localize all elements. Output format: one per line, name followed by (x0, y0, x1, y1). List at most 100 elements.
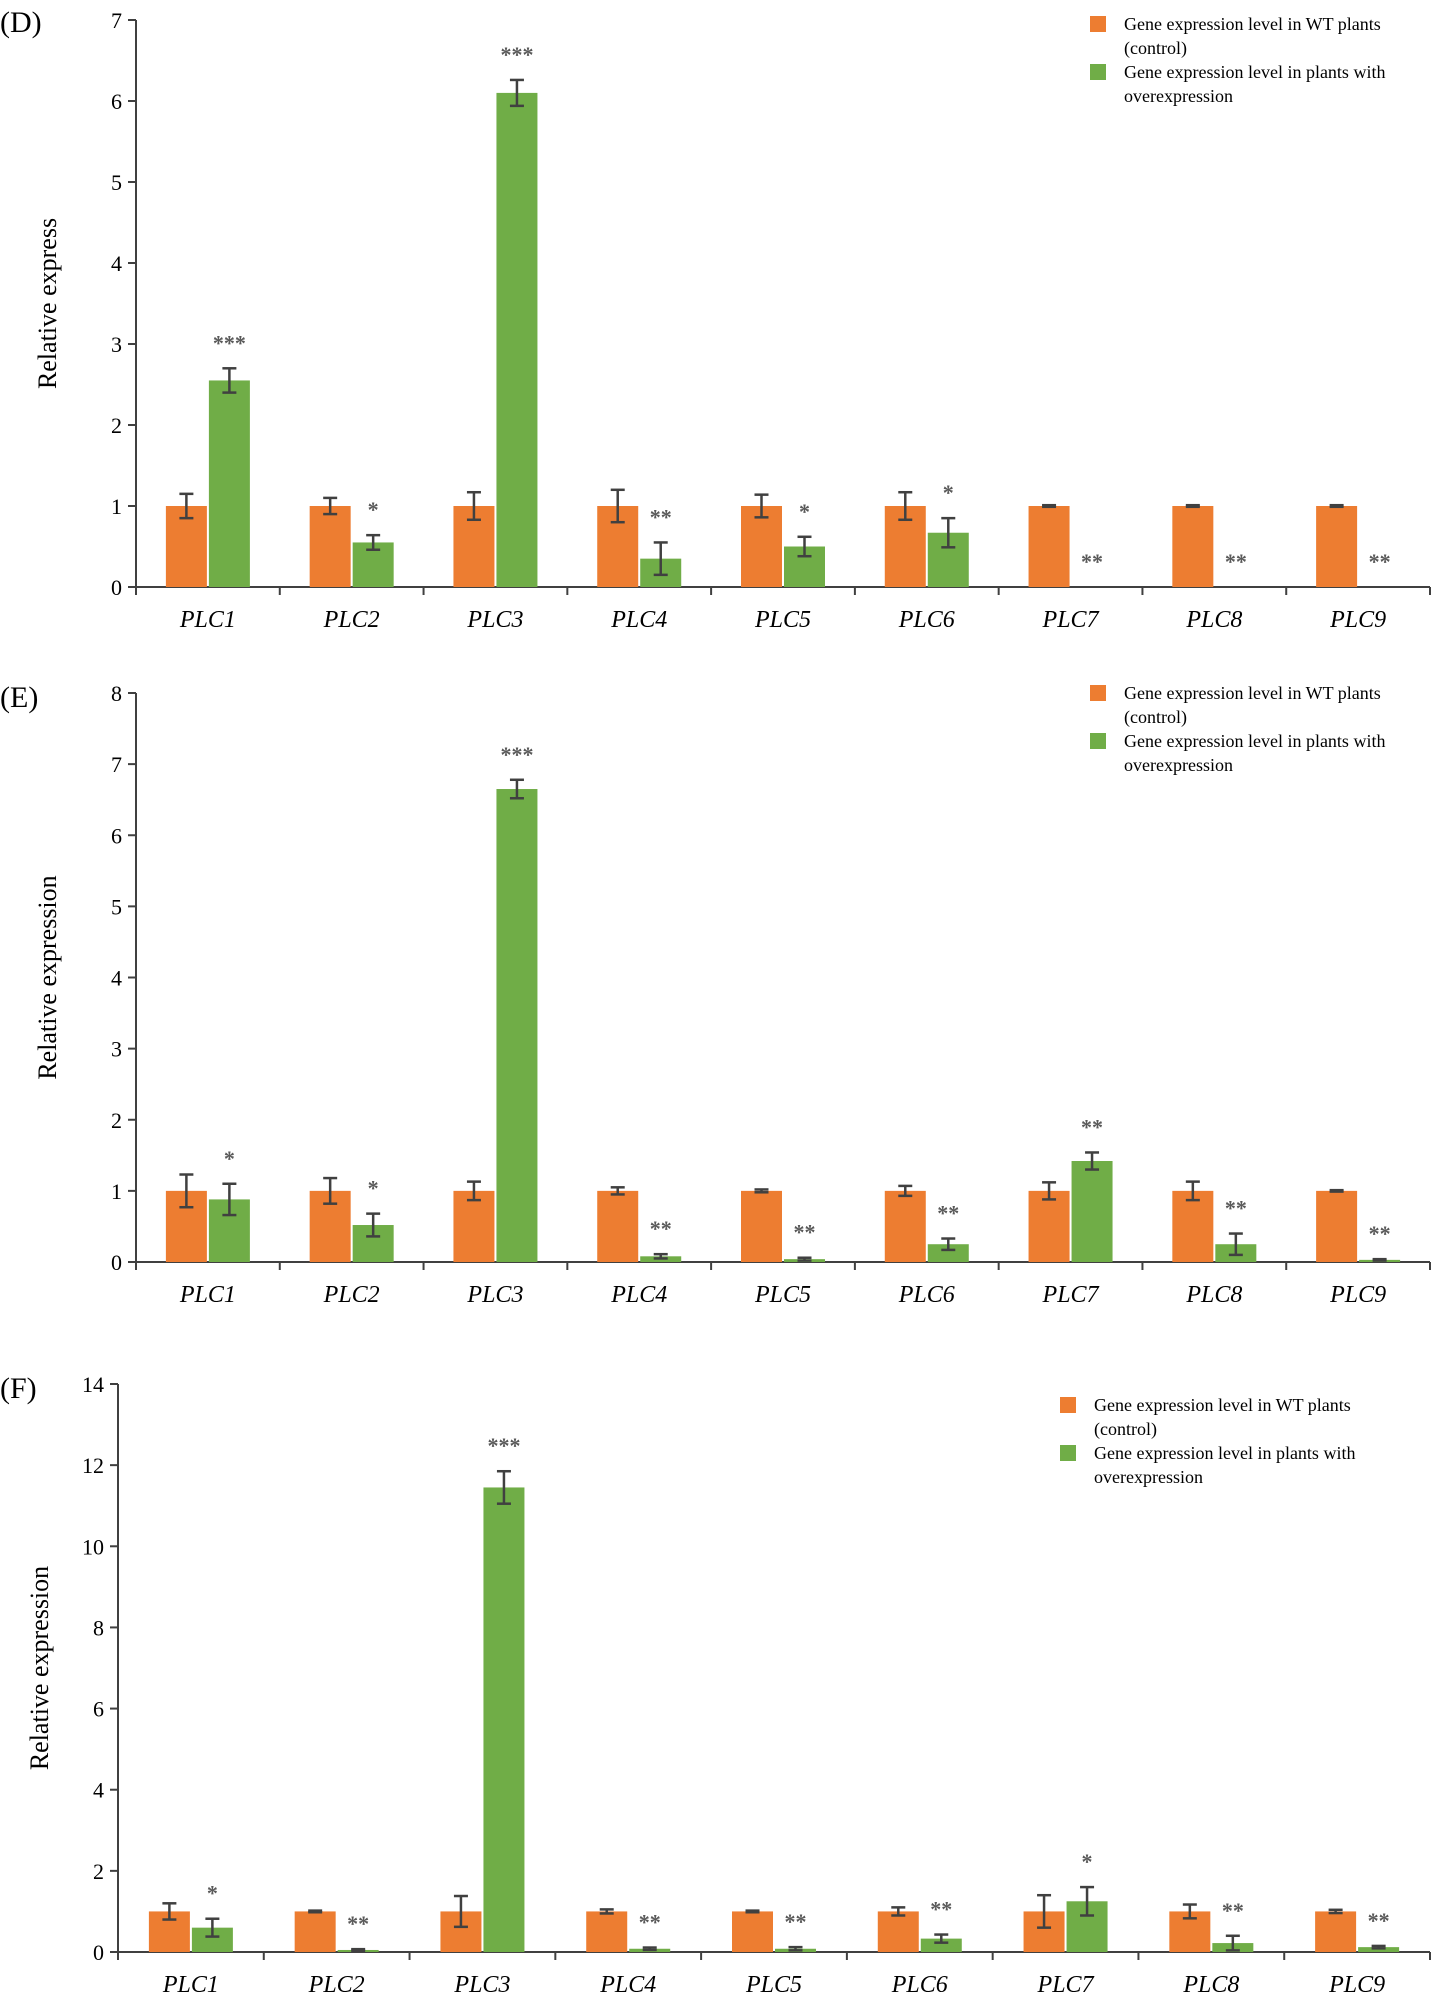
legend-label: Gene expression level in WT plants (1124, 683, 1381, 703)
legend-swatch (1090, 685, 1106, 701)
significance-marker: ** (1369, 1221, 1391, 1246)
x-tick-label: PLC5 (754, 1282, 811, 1308)
significance-marker: ** (650, 504, 672, 529)
significance-marker: * (224, 1146, 235, 1171)
x-tick-label: PLC3 (453, 1972, 510, 1994)
significance-marker: * (799, 499, 810, 524)
y-tick-label: 6 (111, 89, 122, 114)
x-tick-label: PLC9 (1328, 1972, 1385, 1994)
significance-marker: ** (1369, 549, 1391, 574)
y-tick-label: 5 (111, 894, 122, 919)
legend-swatch (1090, 16, 1106, 32)
bar-overexpression-plc3 (496, 789, 538, 1262)
y-tick-label: 4 (111, 251, 122, 276)
x-tick-label: PLC6 (898, 607, 955, 633)
significance-marker: ** (1081, 1114, 1103, 1139)
significance-marker: ** (1225, 1196, 1247, 1221)
x-tick-label: PLC6 (898, 1282, 955, 1308)
bar-control-plc9 (1316, 506, 1358, 587)
bar-control-plc5 (732, 1911, 773, 1952)
y-tick-label: 2 (111, 1108, 122, 1133)
y-tick-label: 4 (111, 966, 122, 991)
y-axis-label: Relative expression (33, 875, 62, 1079)
x-tick-label: PLC8 (1185, 1282, 1242, 1308)
significance-marker: *** (500, 42, 533, 67)
panel-label: (D) (0, 6, 42, 39)
y-tick-label: 1 (111, 494, 122, 519)
bar-control-plc1 (165, 506, 207, 587)
significance-marker: *** (487, 1433, 520, 1458)
y-tick-label: 7 (111, 752, 122, 777)
significance-marker: ** (1368, 1908, 1390, 1933)
legend-label: Gene expression level in plants with (1094, 1443, 1355, 1463)
bar-overexpression-plc1 (208, 380, 250, 587)
bar-control-plc7 (1028, 506, 1070, 587)
y-tick-label: 8 (111, 681, 122, 706)
y-axis-label: Relative expression (25, 1566, 54, 1770)
bar-control-plc3 (453, 1190, 495, 1262)
legend-label: overexpression (1124, 86, 1233, 106)
legend-label: Gene expression level in plants with (1124, 62, 1385, 82)
bar-control-plc6 (884, 1190, 926, 1262)
panel-label: (F) (0, 1372, 37, 1405)
x-tick-label: PLC1 (179, 607, 236, 633)
significance-marker: ** (1225, 549, 1247, 574)
legend-label: (control) (1124, 38, 1187, 59)
x-tick-label: PLC5 (745, 1972, 802, 1994)
legend-swatch (1060, 1445, 1076, 1461)
bar-control-plc9 (1315, 1911, 1357, 1952)
x-tick-label: PLC6 (891, 1972, 948, 1994)
bar-control-plc8 (1172, 1190, 1214, 1262)
x-tick-label: PLC4 (610, 1282, 667, 1308)
x-tick-label: PLC1 (179, 1282, 236, 1308)
bar-control-plc8 (1172, 506, 1214, 587)
y-tick-label: 4 (93, 1778, 104, 1803)
y-tick-label: 0 (93, 1940, 104, 1965)
legend-label: overexpression (1124, 755, 1233, 775)
bar-control-plc4 (597, 1190, 639, 1262)
bar-control-plc4 (586, 1911, 628, 1952)
significance-marker: * (368, 1176, 379, 1201)
bar-control-plc5 (741, 1190, 782, 1262)
y-axis-label: Relative express (33, 218, 62, 389)
significance-marker: * (943, 480, 954, 505)
bar-overexpression-plc7 (1071, 1161, 1113, 1262)
significance-marker: ** (650, 1216, 672, 1241)
significance-marker: ** (1081, 549, 1103, 574)
legend-label: Gene expression level in WT plants (1124, 14, 1381, 34)
x-tick-label: PLC3 (466, 607, 523, 633)
x-tick-label: PLC2 (323, 1282, 380, 1308)
significance-marker: ** (1222, 1898, 1244, 1923)
significance-marker: ** (639, 1910, 661, 1935)
bar-overexpression-plc6 (927, 1244, 969, 1262)
y-tick-label: 6 (93, 1697, 104, 1722)
x-tick-label: PLC2 (323, 607, 380, 633)
y-tick-label: 3 (111, 332, 122, 357)
y-tick-label: 8 (93, 1615, 104, 1640)
legend-label: (control) (1094, 1419, 1157, 1440)
x-tick-label: PLC1 (162, 1972, 219, 1994)
significance-marker: * (207, 1881, 218, 1906)
bar-control-plc2 (309, 506, 351, 587)
bar-overexpression-plc3 (496, 92, 538, 588)
legend-swatch (1090, 64, 1106, 80)
x-tick-label: PLC7 (1037, 1972, 1095, 1994)
bar-control-plc2 (294, 1911, 336, 1952)
y-tick-label: 7 (111, 8, 122, 33)
x-tick-label: PLC7 (1042, 1282, 1100, 1308)
y-tick-label: 0 (111, 1250, 122, 1275)
y-tick-label: 6 (111, 823, 122, 848)
significance-marker: ** (347, 1911, 369, 1936)
y-tick-label: 3 (111, 1037, 122, 1062)
significance-marker: *** (213, 330, 246, 355)
significance-marker: * (1082, 1849, 1093, 1874)
y-tick-label: 14 (82, 1372, 104, 1397)
bar-control-plc7 (1028, 1190, 1070, 1262)
y-tick-label: 5 (111, 170, 122, 195)
x-tick-label: PLC7 (1042, 607, 1100, 633)
bar-control-plc5 (741, 506, 782, 587)
bar-overexpression-plc3 (483, 1487, 525, 1952)
